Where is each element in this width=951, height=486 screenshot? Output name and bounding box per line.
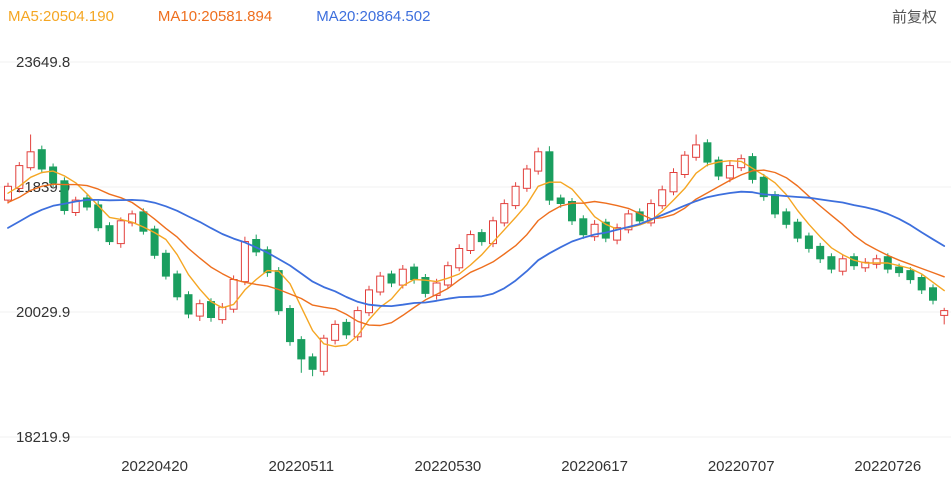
svg-text:20029.9: 20029.9 <box>16 304 70 321</box>
x-axis-labels: 20220420 20220511 20220530 20220617 20220707… <box>121 458 921 475</box>
svg-text:20220617: 20220617 <box>561 458 628 475</box>
ma10-legend-label: MA10:20581.894 <box>157 8 273 25</box>
gridlines <box>0 61 951 438</box>
chart-header: MA5:20504.190 MA10:20581.894 MA20:20864.… <box>8 6 937 27</box>
candles-layer <box>4 134 949 377</box>
ma-legend: MA5:20504.190 MA10:20581.894 MA20:20864.… <box>8 8 474 25</box>
svg-text:20220420: 20220420 <box>121 458 188 475</box>
svg-text:18219.9: 18219.9 <box>16 429 70 446</box>
svg-text:20220511: 20220511 <box>268 458 334 475</box>
svg-text:20220530: 20220530 <box>415 458 482 475</box>
svg-text:20220707: 20220707 <box>708 458 775 475</box>
ma-lines-layer <box>7 159 946 348</box>
ma5-legend-label: MA5:20504.190 <box>8 8 114 25</box>
ma20-legend-label: MA20:20864.502 <box>316 8 431 25</box>
svg-text:20220726: 20220726 <box>854 458 921 475</box>
price-adjustment-toggle[interactable]: 前复权 <box>891 9 937 26</box>
svg-text:23649.8: 23649.8 <box>16 54 70 71</box>
